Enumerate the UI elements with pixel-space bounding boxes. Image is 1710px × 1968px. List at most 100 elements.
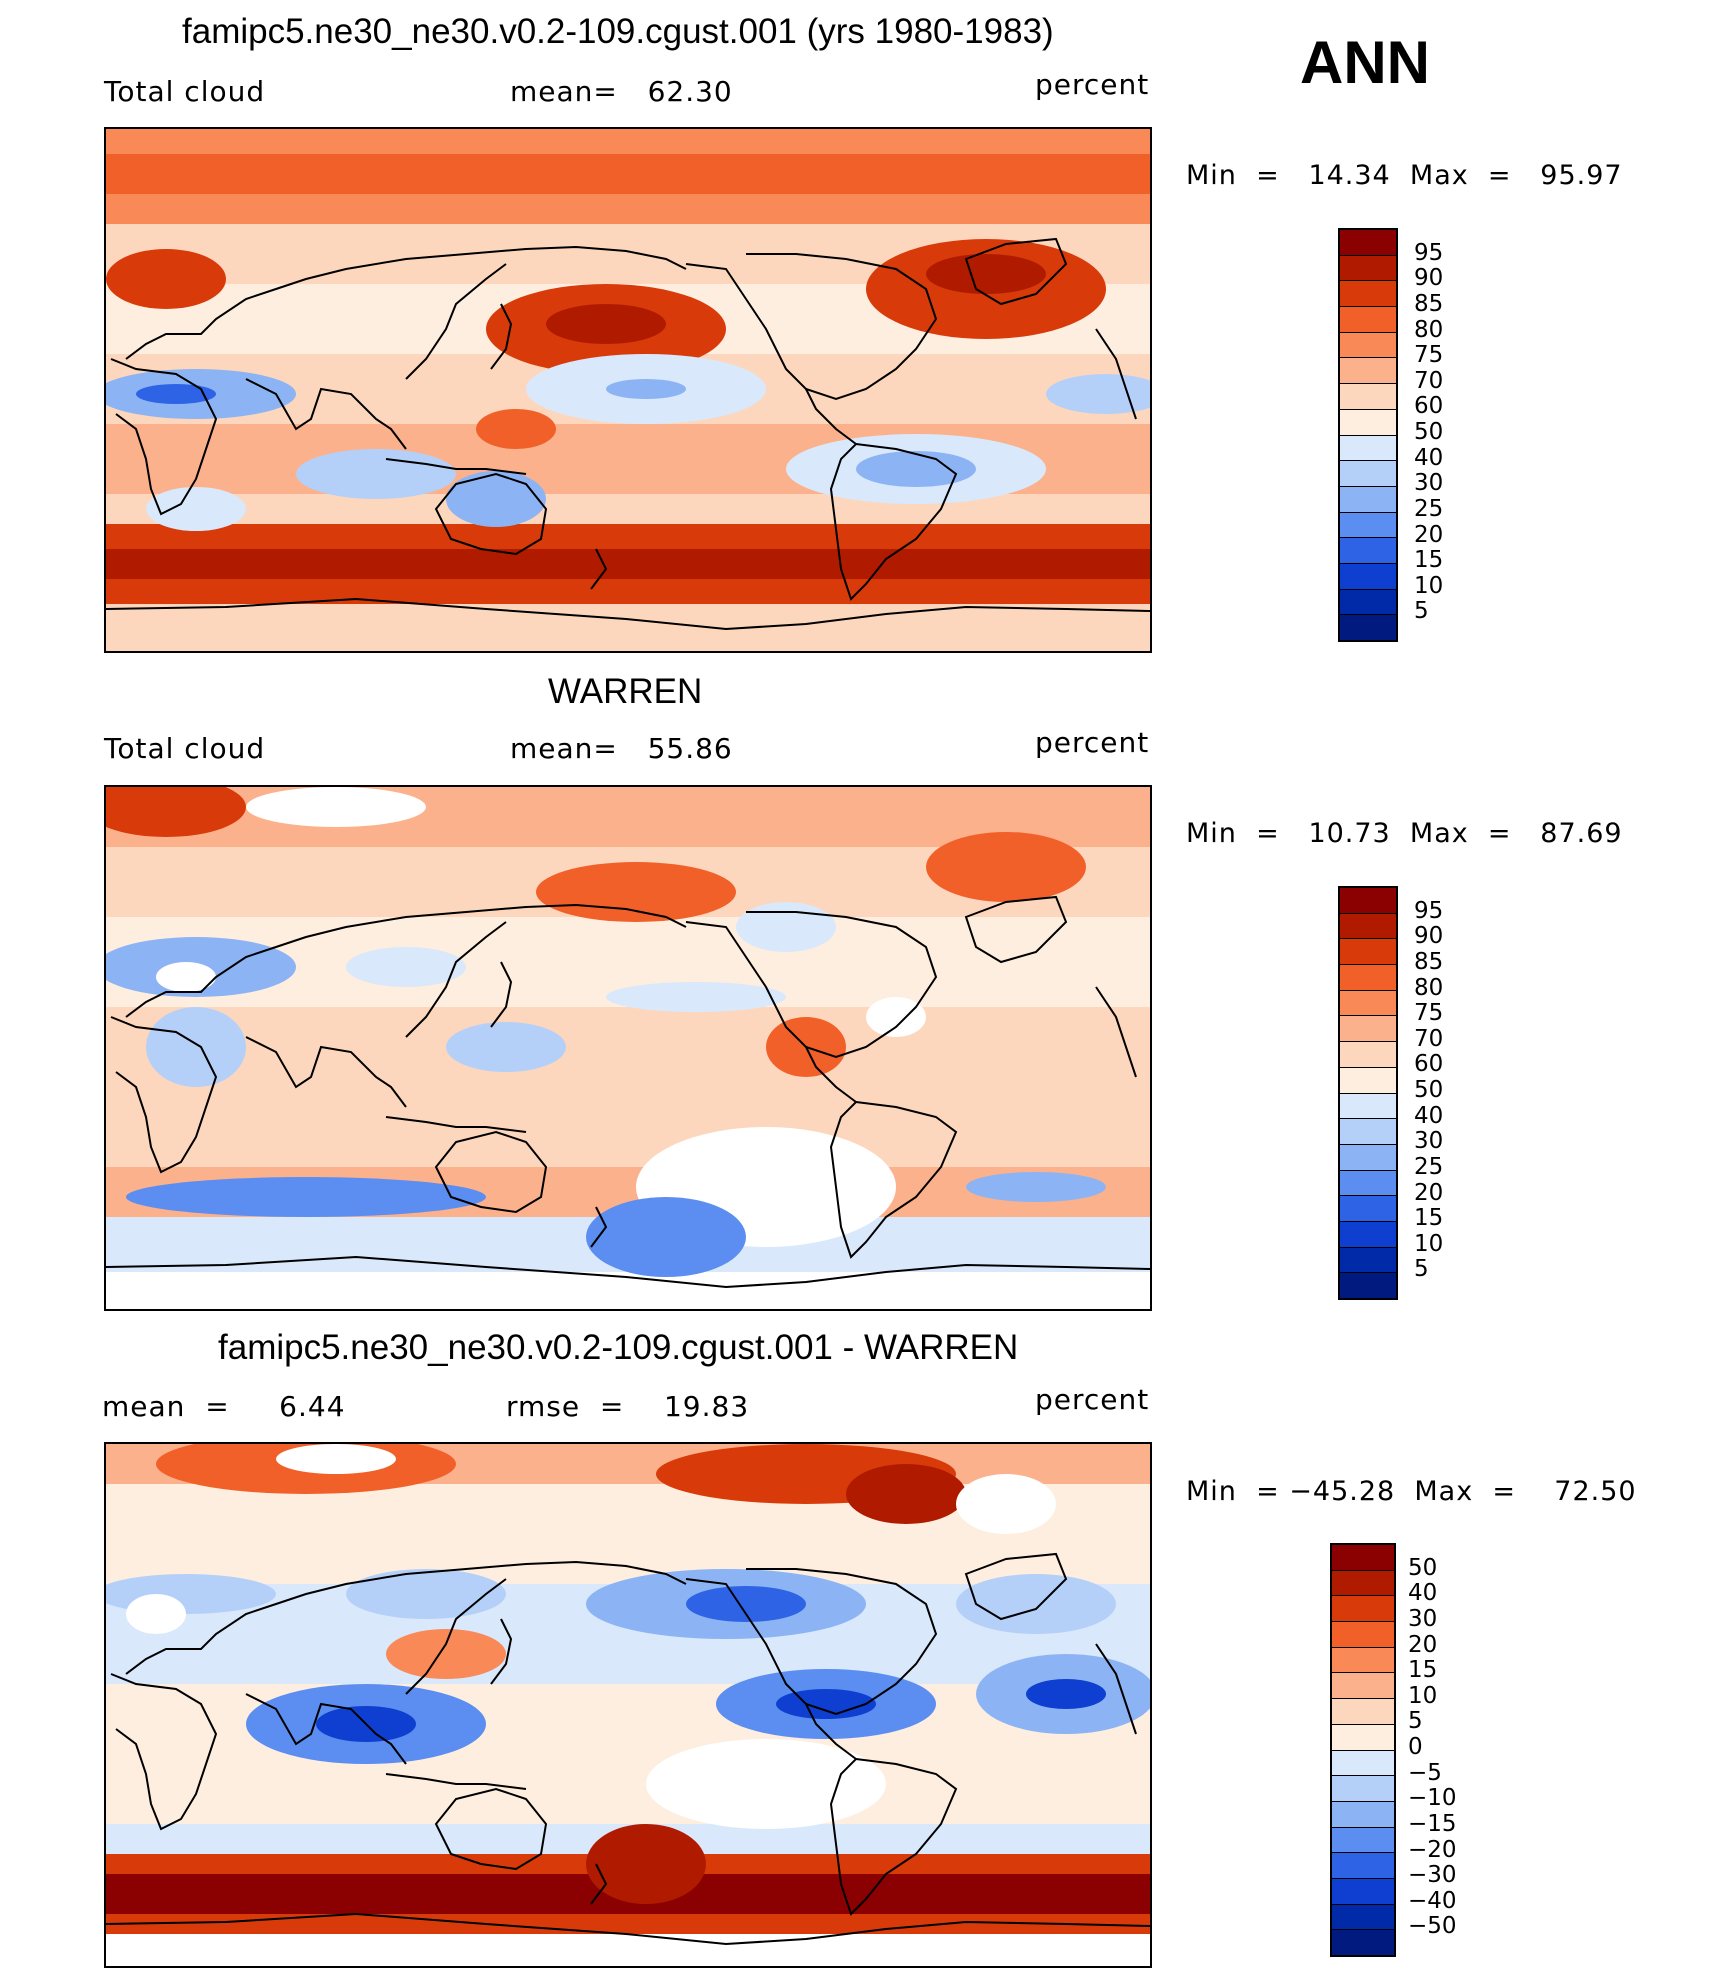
- colorbar-tick-label: 90: [1414, 923, 1444, 950]
- coastline: [490, 303, 513, 370]
- colorbar-swatch: [1332, 1596, 1394, 1623]
- field-contour-blob: [606, 379, 686, 399]
- colorbar-swatch: [1332, 1647, 1394, 1674]
- colorbar-swatch: [1340, 1119, 1396, 1145]
- panel-2-variable-label: Total cloud: [104, 732, 266, 765]
- field-contour-blob: [606, 982, 786, 1012]
- field-contour-blob: [586, 1824, 706, 1904]
- field-band: [106, 604, 1150, 651]
- coastline: [106, 597, 1150, 631]
- colorbar-tick-label: −15: [1408, 1810, 1457, 1837]
- colorbar-swatch: [1332, 1801, 1394, 1828]
- coastline: [964, 1552, 1068, 1621]
- field-contour-blob: [346, 1569, 506, 1619]
- colorbar-tick-label: 40: [1408, 1580, 1438, 1607]
- field-contour-blob: [386, 1629, 506, 1679]
- panel-2-minmax: Min = 10.73 Max = 87.69: [1186, 818, 1623, 849]
- panel-3-minmax: Min = −45.28 Max = 72.50: [1186, 1476, 1637, 1507]
- season-label: ANN: [1300, 29, 1430, 96]
- panel-2-mean-label: mean= 55.86: [510, 732, 733, 765]
- colorbar-swatch: [1340, 563, 1396, 590]
- colorbar-tick-label: 60: [1414, 1051, 1444, 1078]
- colorbar-tick-label: 70: [1414, 367, 1444, 394]
- field-contour-blob: [106, 787, 246, 837]
- colorbar-swatch: [1332, 1699, 1394, 1725]
- colorbar-tick-label: 50: [1414, 1077, 1444, 1103]
- field-contour-blob: [296, 449, 456, 499]
- coastline: [490, 1618, 513, 1685]
- colorbar-tick-label: 95: [1414, 897, 1444, 924]
- field-contour-blob: [446, 471, 546, 527]
- colorbar-tick-label: 20: [1408, 1631, 1438, 1658]
- colorbar-swatch: [1332, 1622, 1394, 1648]
- coastline: [590, 548, 608, 590]
- colorbar-tick-label: −10: [1408, 1785, 1457, 1812]
- panel-1-variable-label: Total cloud: [104, 75, 266, 108]
- colorbar-tick-label: 30: [1414, 470, 1444, 497]
- field-contour-blob: [966, 1172, 1106, 1202]
- colorbar-tick-label: −50: [1408, 1913, 1457, 1940]
- colorbar-swatch: [1340, 512, 1396, 539]
- field-contour-blob: [136, 384, 216, 404]
- colorbar-tick-label: 10: [1414, 572, 1444, 599]
- field-band: [106, 1007, 1150, 1097]
- colorbar-tick-label: 25: [1414, 495, 1444, 522]
- colorbar-tick-label: 20: [1414, 1179, 1444, 1206]
- panel-3-colorbar-labels: 50 40 30 20 15 10 5 0 −5 −10 −15 −20 −30 −40 −50: [1408, 1543, 1498, 1953]
- coastline: [590, 1863, 608, 1905]
- coastline: [805, 1046, 857, 1103]
- coastline: [385, 1773, 527, 1790]
- colorbar-swatch: [1340, 913, 1396, 940]
- coastline: [805, 1703, 857, 1760]
- panel-3-colorbar: [1330, 1543, 1396, 1957]
- field-band: [106, 1934, 1150, 1966]
- field-contour-blob: [156, 962, 216, 992]
- coastline: [434, 472, 548, 556]
- colorbar-tick-label: 40: [1414, 444, 1444, 471]
- coastline: [434, 1787, 548, 1871]
- colorbar-tick-label: 75: [1414, 1000, 1444, 1027]
- coastline: [106, 1912, 1150, 1946]
- coastline: [245, 1036, 407, 1108]
- colorbar-tick-label: 50: [1408, 1554, 1438, 1581]
- coastline: [490, 961, 513, 1028]
- panel-2-units-label: percent: [1035, 726, 1150, 759]
- coastline: [1095, 986, 1137, 1078]
- panel-1-map: [104, 127, 1152, 653]
- coastline: [1095, 328, 1137, 420]
- field-contour-blob: [776, 1689, 876, 1719]
- colorbar-tick-label: 60: [1414, 393, 1444, 420]
- colorbar-swatch: [1340, 1016, 1396, 1043]
- colorbar-swatch: [1340, 435, 1396, 462]
- colorbar-swatch: [1340, 358, 1396, 385]
- field-contour-blob: [446, 1022, 566, 1072]
- colorbar-tick-label: 85: [1414, 948, 1444, 975]
- colorbar-tick-label: 80: [1414, 974, 1444, 1001]
- colorbar-tick-label: 70: [1414, 1025, 1444, 1052]
- coastline: [685, 253, 938, 401]
- panel-1-minmax: Min = 14.34 Max = 95.97: [1186, 160, 1623, 191]
- coastline: [829, 442, 958, 601]
- colorbar-tick-label: 80: [1414, 316, 1444, 343]
- colorbar-tick-label: 10: [1414, 1230, 1444, 1257]
- field-contour-blob: [546, 304, 666, 344]
- colorbar-tick-label: 15: [1408, 1657, 1438, 1684]
- colorbar-swatch: [1340, 1247, 1396, 1274]
- coastline: [245, 1693, 407, 1765]
- colorbar-tick-label: −30: [1408, 1862, 1457, 1889]
- coastline: [405, 921, 507, 1038]
- coastline: [964, 237, 1068, 306]
- field-contour-blob: [866, 997, 926, 1037]
- colorbar-swatch: [1340, 230, 1396, 256]
- coastline: [245, 378, 407, 450]
- coastline: [829, 1757, 958, 1916]
- coastline: [829, 1100, 958, 1259]
- field-contour-blob: [146, 1007, 246, 1087]
- colorbar-swatch: [1340, 1093, 1396, 1120]
- colorbar-tick-label: 30: [1414, 1128, 1444, 1155]
- panel-2-title: WARREN: [548, 672, 703, 711]
- colorbar-swatch: [1340, 990, 1396, 1017]
- colorbar-tick-label: 50: [1414, 419, 1444, 445]
- field-contour-blob: [856, 451, 976, 487]
- field-contour-blob: [1026, 1679, 1106, 1709]
